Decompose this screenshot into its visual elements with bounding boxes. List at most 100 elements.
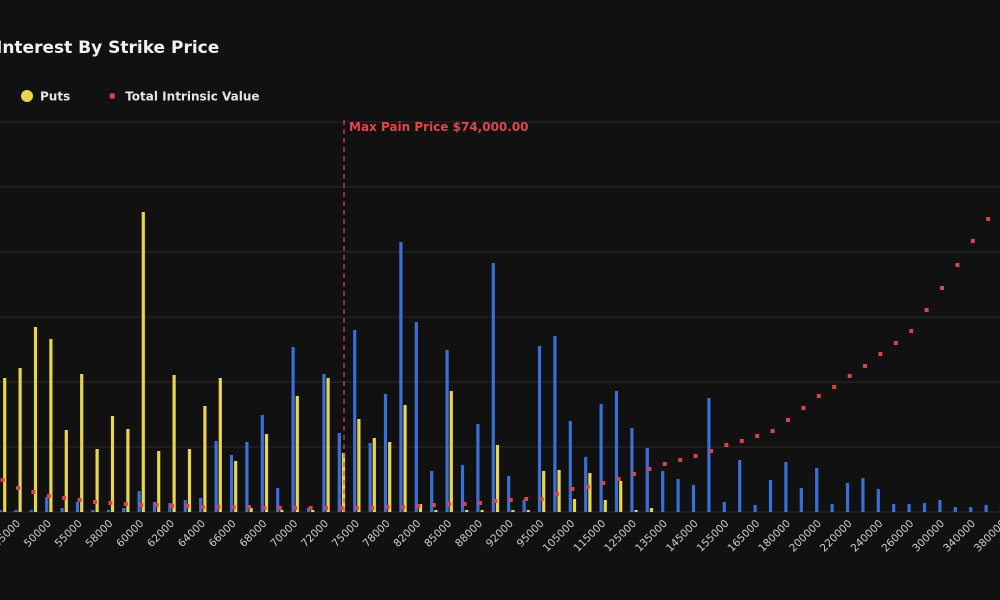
point bbox=[339, 506, 344, 510]
bar bbox=[907, 504, 911, 512]
x-tick-label: 125000 bbox=[602, 518, 639, 555]
point bbox=[324, 506, 328, 510]
x-tick-label: 155000 bbox=[695, 518, 732, 555]
point bbox=[893, 341, 898, 345]
bar bbox=[861, 478, 865, 512]
bar bbox=[337, 433, 341, 512]
bar bbox=[507, 476, 511, 512]
legend: Puts Total Intrinsic Value bbox=[21, 90, 260, 104]
point bbox=[662, 462, 667, 466]
point bbox=[385, 505, 390, 509]
x-tick-label: 135000 bbox=[633, 518, 670, 555]
bar bbox=[753, 505, 757, 512]
bar bbox=[691, 485, 696, 512]
bar bbox=[326, 378, 330, 512]
annotation: Max Pain Price $74,000.00 bbox=[349, 120, 529, 134]
point bbox=[93, 500, 97, 504]
point bbox=[293, 506, 298, 510]
x-tick-label: 64000 bbox=[176, 518, 208, 550]
point bbox=[370, 506, 375, 510]
point bbox=[447, 502, 452, 506]
point bbox=[0, 478, 5, 482]
bar bbox=[322, 374, 326, 512]
bar bbox=[526, 510, 530, 512]
point bbox=[801, 406, 806, 410]
point bbox=[770, 429, 775, 433]
bar bbox=[64, 430, 68, 512]
bar bbox=[234, 461, 238, 512]
point bbox=[878, 352, 883, 356]
bar bbox=[276, 488, 280, 512]
bar bbox=[661, 471, 665, 512]
bar bbox=[449, 391, 453, 512]
bar bbox=[306, 508, 311, 512]
bar bbox=[126, 429, 130, 512]
bar bbox=[295, 396, 299, 512]
bar bbox=[245, 442, 249, 512]
bar bbox=[922, 503, 927, 512]
bar bbox=[495, 445, 500, 512]
bar bbox=[445, 350, 449, 512]
bar bbox=[645, 448, 649, 512]
x-tick-label: 70000 bbox=[268, 518, 300, 550]
bar bbox=[29, 510, 33, 512]
point bbox=[185, 504, 190, 508]
bar bbox=[603, 500, 607, 512]
bar bbox=[969, 507, 973, 512]
x-tick-label: 75000 bbox=[330, 518, 362, 550]
point bbox=[401, 505, 405, 509]
bar bbox=[491, 263, 495, 512]
point bbox=[277, 506, 282, 510]
point bbox=[354, 506, 359, 510]
point bbox=[816, 394, 821, 398]
bar bbox=[845, 483, 850, 512]
bar bbox=[157, 451, 161, 512]
bar bbox=[584, 457, 588, 512]
point bbox=[647, 467, 652, 471]
point bbox=[955, 263, 960, 267]
bar bbox=[388, 442, 392, 512]
point bbox=[139, 503, 144, 507]
x-tick-label: 82000 bbox=[391, 518, 423, 550]
bar bbox=[619, 481, 623, 512]
x-tick-label: 78000 bbox=[361, 518, 393, 550]
bar bbox=[18, 368, 22, 512]
point bbox=[493, 499, 498, 503]
bar bbox=[91, 510, 95, 512]
x-tick-label: 200000 bbox=[787, 518, 824, 555]
bar bbox=[876, 489, 880, 512]
point bbox=[262, 506, 267, 510]
point bbox=[709, 449, 713, 453]
point bbox=[16, 486, 20, 490]
bar bbox=[630, 428, 634, 512]
bar bbox=[953, 507, 957, 512]
bar bbox=[249, 508, 253, 512]
bar bbox=[938, 500, 942, 512]
point bbox=[154, 503, 159, 507]
point bbox=[755, 434, 760, 438]
legend-swatch bbox=[21, 90, 33, 102]
bar bbox=[588, 473, 592, 512]
point bbox=[77, 498, 82, 502]
point bbox=[170, 504, 174, 508]
point bbox=[832, 385, 837, 389]
point bbox=[46, 494, 51, 498]
bar bbox=[537, 346, 542, 512]
legend-label: Total Intrinsic Value bbox=[125, 90, 259, 104]
point bbox=[508, 498, 513, 502]
point bbox=[786, 418, 790, 422]
bar bbox=[557, 470, 561, 512]
bar bbox=[0, 510, 3, 512]
x-tick-label: 380000 bbox=[972, 518, 1000, 555]
bar bbox=[3, 378, 7, 512]
bar bbox=[137, 491, 141, 512]
bar bbox=[122, 508, 126, 512]
x-tick-label: 72000 bbox=[299, 518, 331, 550]
x-tick-label: 55000 bbox=[53, 518, 85, 550]
bar bbox=[353, 330, 357, 512]
point bbox=[31, 490, 36, 494]
point bbox=[693, 454, 698, 458]
point bbox=[986, 217, 991, 221]
bar bbox=[784, 462, 788, 512]
bar bbox=[172, 375, 176, 512]
